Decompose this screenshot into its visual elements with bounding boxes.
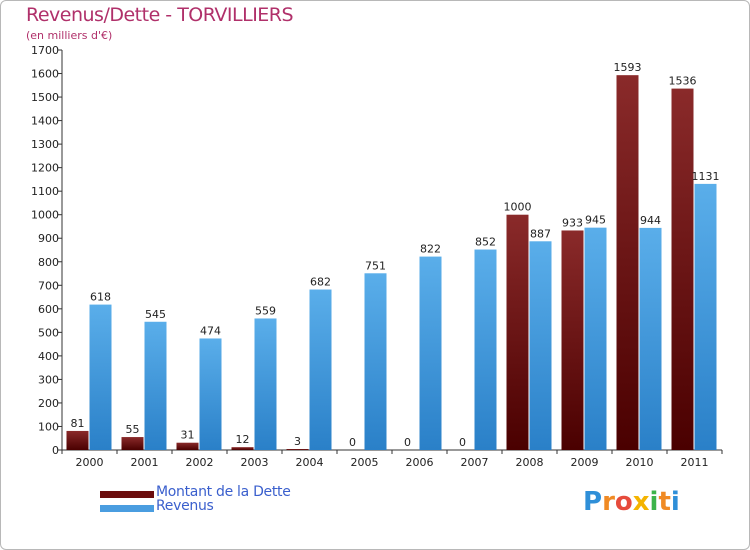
revenue-value-label: 822 (420, 243, 441, 256)
y-tick-label: 1100 (31, 185, 59, 198)
x-tick-label: 2010 (626, 456, 654, 469)
logo-letter: x (632, 487, 650, 517)
debt-value-label: 31 (181, 429, 195, 442)
revenue-bar (254, 318, 277, 450)
revenue-value-label: 852 (475, 236, 496, 249)
y-tick-label: 1700 (31, 44, 59, 57)
debt-value-label: 0 (459, 436, 466, 449)
revenue-value-label: 887 (530, 227, 551, 240)
debt-value-label: 12 (236, 433, 250, 446)
y-tick-label: 0 (52, 444, 59, 457)
revenue-bar (639, 227, 662, 450)
legend-swatch-debt (100, 491, 154, 498)
y-tick-label: 1500 (31, 91, 59, 104)
y-tick-label: 200 (38, 397, 59, 410)
logo-letter: P (583, 487, 603, 517)
revenue-value-label: 944 (640, 214, 661, 227)
y-tick-label: 1000 (31, 209, 59, 222)
chart-subtitle: (en milliers d'€) (26, 29, 113, 42)
x-tick-label: 2007 (461, 456, 489, 469)
x-tick-label: 2005 (351, 456, 379, 469)
y-tick-label: 500 (38, 326, 59, 339)
y-tick-label: 1400 (31, 115, 59, 128)
revenue-bar (144, 321, 167, 450)
y-tick-label: 700 (38, 279, 59, 292)
debt-value-label: 1593 (614, 61, 642, 74)
debt-bar (66, 430, 89, 450)
x-tick-label: 2009 (571, 456, 599, 469)
debt-value-label: 0 (349, 436, 356, 449)
legend-label-debt: Montant de la Dette (156, 484, 291, 500)
y-tick-label: 1200 (31, 162, 59, 175)
logo-letter: i (649, 487, 659, 517)
y-tick-label: 400 (38, 350, 59, 363)
x-tick-label: 2001 (131, 456, 159, 469)
x-tick-label: 2004 (296, 456, 324, 469)
debt-bar (286, 449, 309, 450)
debt-bar (121, 437, 144, 450)
revenue-value-label: 545 (145, 308, 166, 321)
debt-value-label: 933 (562, 216, 583, 229)
logo-letter: t (658, 487, 671, 517)
revenue-value-label: 1131 (692, 170, 720, 183)
x-tick-label: 2002 (186, 456, 214, 469)
revenue-value-label: 682 (310, 276, 331, 289)
debt-value-label: 1000 (504, 201, 532, 214)
debt-bar (561, 230, 584, 450)
legend-swatch-revenue (100, 505, 154, 512)
y-tick-label: 100 (38, 420, 59, 433)
revenue-value-label: 618 (90, 291, 111, 304)
y-tick-label: 1600 (31, 68, 59, 81)
debt-bar (506, 214, 529, 450)
revenue-value-label: 945 (585, 214, 606, 227)
debt-value-label: 81 (71, 417, 85, 430)
revenue-bar (309, 289, 332, 450)
logo-letter: o (614, 487, 633, 517)
revenue-bar (199, 338, 222, 450)
x-tick-label: 2008 (516, 456, 544, 469)
revenue-value-label: 751 (365, 259, 386, 272)
debt-value-label: 3 (294, 435, 301, 448)
y-tick-label: 900 (38, 232, 59, 245)
revenue-value-label: 559 (255, 304, 276, 317)
revenue-bar (584, 227, 607, 450)
legend-label-revenue: Revenus (156, 498, 214, 514)
revenue-bar (89, 304, 112, 450)
x-tick-label: 2000 (76, 456, 104, 469)
y-tick-label: 800 (38, 256, 59, 269)
logo-letter: i (670, 487, 680, 517)
y-tick-label: 300 (38, 373, 59, 386)
debt-bar (231, 447, 254, 450)
debt-value-label: 0 (404, 436, 411, 449)
logo-letter: r (602, 487, 615, 517)
debt-bar (671, 88, 694, 451)
chart-title: Revenus/Dette - TORVILLIERS (26, 4, 294, 26)
revenue-bar (474, 249, 497, 450)
y-tick-label: 1300 (31, 138, 59, 151)
revenue-bar (364, 273, 387, 450)
debt-value-label: 1536 (669, 75, 697, 88)
revenue-value-label: 474 (200, 324, 221, 337)
revenue-bar (694, 183, 717, 450)
debt-value-label: 55 (126, 423, 140, 436)
x-tick-label: 2011 (681, 456, 709, 469)
debt-bar (616, 75, 639, 451)
x-tick-label: 2003 (241, 456, 269, 469)
proxiti-logo: Proxiti (583, 487, 680, 517)
debt-bar (176, 442, 199, 450)
y-tick-label: 600 (38, 303, 59, 316)
revenue-bar (419, 256, 442, 450)
revenue-bar (529, 241, 552, 450)
x-tick-label: 2006 (406, 456, 434, 469)
